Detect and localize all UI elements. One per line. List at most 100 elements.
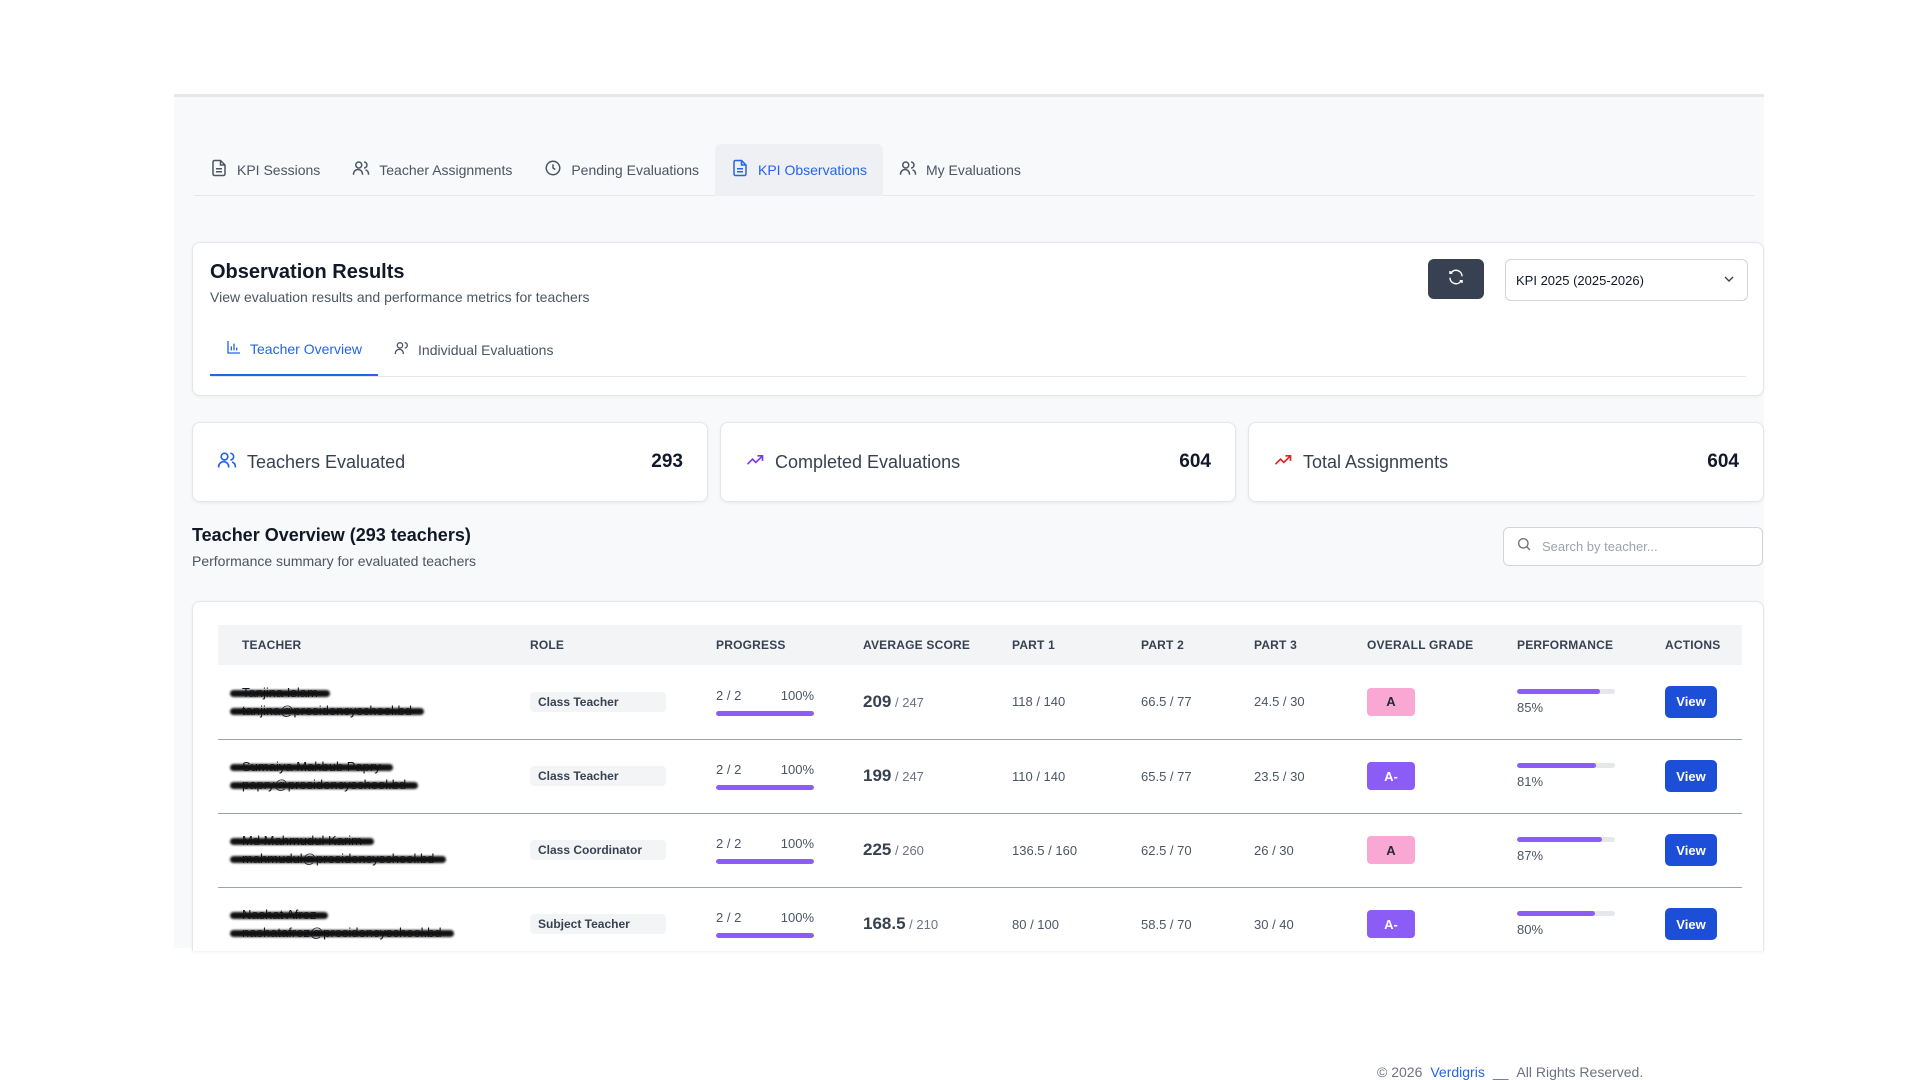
search-input[interactable] xyxy=(1542,539,1742,554)
teacher-email: mahmudul@presidencyschool.bd xyxy=(242,851,435,866)
actions-cell: View xyxy=(1641,739,1742,813)
performance-cell: 87% xyxy=(1493,813,1641,887)
average-score-cell: 209 / 247 xyxy=(839,665,988,739)
progress-count: 2 / 2 xyxy=(716,762,742,777)
footer: © 2026 Verdigris __ All Rights Reserved. xyxy=(1377,1064,1643,1080)
average-score-max: / 247 xyxy=(895,769,924,784)
users-icon xyxy=(352,159,370,180)
clock-icon xyxy=(544,159,562,180)
tab-my-evaluations[interactable]: My Evaluations xyxy=(883,144,1037,196)
average-score-max: / 210 xyxy=(909,917,939,932)
table-row: Nashat Afroz nashatafroz@presidencyschoo… xyxy=(218,887,1742,951)
chevron-down-icon xyxy=(1721,271,1737,290)
stat-label: Total Assignments xyxy=(1303,451,1449,472)
tab-teacher-overview[interactable]: Teacher Overview xyxy=(210,323,379,376)
stat-total-assignments: Total Assignments 604 xyxy=(1248,422,1764,502)
column-header: PART 3 xyxy=(1254,638,1297,652)
role-badge: Class Teacher xyxy=(530,691,666,712)
part3-cell: 23.5 / 30 xyxy=(1254,768,1305,784)
refresh-button[interactable] xyxy=(1428,259,1484,299)
users-icon xyxy=(217,450,237,475)
grade-cell: A- xyxy=(1343,739,1493,813)
column-header: OVERALL GRADE xyxy=(1367,638,1474,652)
stat-value: 293 xyxy=(651,451,683,472)
progress-bar-fill xyxy=(716,859,814,864)
grade-badge: A- xyxy=(1367,910,1415,938)
teacher-search[interactable] xyxy=(1503,527,1763,566)
progress-percent: 100% xyxy=(780,836,814,851)
part2-cell: 62.5 / 70 xyxy=(1141,842,1192,858)
tab-kpi-observations[interactable]: KPI Observations xyxy=(715,143,883,196)
performance-cell: 80% xyxy=(1493,887,1641,951)
trending-up-icon xyxy=(1273,450,1293,475)
table-header-row: TEACHER ROLE PROGRESS AVERAGE SCORE PART… xyxy=(218,625,1742,665)
teacher-cell: Tanjina Islam tanjina@presidencyschool.b… xyxy=(218,665,506,739)
grade-badge: A- xyxy=(1367,762,1415,790)
column-header: ROLE xyxy=(530,638,565,652)
tab-label: Individual Evaluations xyxy=(418,341,554,358)
column-header: ACTIONS xyxy=(1665,638,1721,652)
teacher-name: Sumaiya Mahbub Papry xyxy=(242,759,381,774)
progress-count: 2 / 2 xyxy=(716,687,742,703)
session-select-value: KPI 2025 (2025-2026) xyxy=(1516,272,1644,288)
tab-individual-evaluations[interactable]: Individual Evaluations xyxy=(378,323,569,376)
teacher-cell: Nashat Afroz nashatafroz@presidencyschoo… xyxy=(218,887,506,951)
grade-cell: A xyxy=(1343,665,1493,739)
teacher-email: tanjina@presidencyschool.bd xyxy=(242,702,413,718)
part2-cell: 66.5 / 77 xyxy=(1141,694,1192,710)
performance-bar xyxy=(1517,837,1615,842)
progress-bar xyxy=(716,785,814,790)
teacher-table: TEACHER ROLE PROGRESS AVERAGE SCORE PART… xyxy=(218,625,1742,951)
view-button[interactable]: View xyxy=(1665,834,1717,866)
role-badge: Class Teacher xyxy=(530,766,666,786)
performance-bar xyxy=(1517,763,1615,768)
column-header: PART 2 xyxy=(1141,638,1184,652)
view-button[interactable]: View xyxy=(1665,908,1717,940)
footer-brand-link[interactable]: Verdigris xyxy=(1430,1064,1485,1080)
teacher-cell: Sumaiya Mahbub Papry papry@presidencysch… xyxy=(218,739,506,813)
teacher-name: Md Mahmudul Karim xyxy=(242,833,362,848)
stat-label: Completed Evaluations xyxy=(775,451,961,472)
performance-percent: 85% xyxy=(1517,699,1544,715)
teacher-table-card: TEACHER ROLE PROGRESS AVERAGE SCORE PART… xyxy=(192,601,1764,951)
average-score: 209 xyxy=(863,691,892,711)
progress-cell: 2 / 2 100% xyxy=(692,665,839,739)
part1-cell: 110 / 140 xyxy=(1012,768,1066,784)
progress-bar-fill xyxy=(716,710,814,716)
average-score-max: / 260 xyxy=(895,843,924,858)
app-container: KPI Sessions Teacher Assignments Pending… xyxy=(174,94,1764,1080)
progress-cell: 2 / 2 100% xyxy=(692,813,839,887)
average-score-cell: 168.5 / 210 xyxy=(839,887,988,951)
actions-cell: View xyxy=(1641,813,1742,887)
progress-percent: 100% xyxy=(780,687,814,703)
role-cell: Class Coordinator xyxy=(506,813,692,887)
actions-cell: View xyxy=(1641,665,1742,739)
teacher-name: Tanjina Islam xyxy=(242,684,318,700)
tab-kpi-sessions[interactable]: KPI Sessions xyxy=(194,144,336,196)
tab-pending-evaluations[interactable]: Pending Evaluations xyxy=(528,144,715,196)
view-button[interactable]: View xyxy=(1665,760,1717,792)
average-score-max: / 247 xyxy=(895,694,924,710)
performance-bar-fill xyxy=(1517,837,1603,842)
performance-bar-fill xyxy=(1517,763,1597,768)
tab-teacher-assignments[interactable]: Teacher Assignments xyxy=(336,144,528,196)
performance-bar-fill xyxy=(1517,688,1601,694)
view-button[interactable]: View xyxy=(1665,685,1717,718)
stat-value: 604 xyxy=(1707,451,1739,472)
tab-label: Teacher Overview xyxy=(250,340,363,357)
progress-bar-fill xyxy=(716,785,814,790)
teacher-email: nashatafroz@presidencyschool.bd xyxy=(242,925,442,940)
tab-label: KPI Sessions xyxy=(237,161,321,178)
progress-count: 2 / 2 xyxy=(716,836,742,851)
tab-label: Teacher Assignments xyxy=(379,161,513,178)
stat-teachers-evaluated: Teachers Evaluated 293 xyxy=(192,422,708,502)
page-subtitle: View evaluation results and performance … xyxy=(210,289,590,305)
footer-separator: __ xyxy=(1492,1064,1509,1080)
table-row: Tanjina Islam tanjina@presidencyschool.b… xyxy=(218,665,1742,739)
users-icon xyxy=(394,340,410,359)
progress-cell: 2 / 2 100% xyxy=(692,739,839,813)
session-select[interactable]: KPI 2025 (2025-2026) xyxy=(1505,259,1748,301)
progress-bar-fill xyxy=(716,933,814,938)
part1-cell: 118 / 140 xyxy=(1012,694,1066,710)
performance-cell: 85% xyxy=(1493,665,1641,739)
